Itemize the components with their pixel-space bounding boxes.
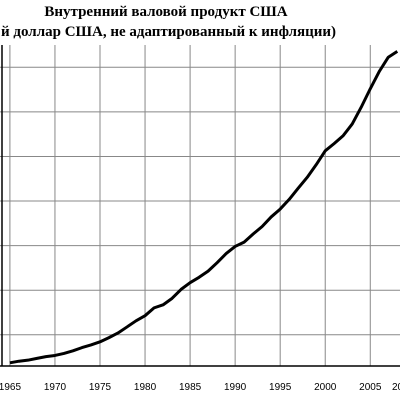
x-tick-label: 2005 xyxy=(359,382,382,393)
x-tick-label: 1980 xyxy=(134,382,157,393)
x-tick-label: 1965 xyxy=(0,382,21,393)
chart-title: Внутренний валовой продукт США xyxy=(44,4,287,20)
x-tick-label: 1990 xyxy=(224,382,247,393)
x-tick-label: 1975 xyxy=(89,382,112,393)
x-tick-label: 20 xyxy=(392,382,400,393)
x-tick-label: 1985 xyxy=(179,382,202,393)
x-tick-label: 2000 xyxy=(314,382,337,393)
x-tick-label: 1970 xyxy=(44,382,67,393)
chart-subtitle: й доллар США, не адаптированный к инфляц… xyxy=(1,24,336,40)
x-tick-label: 1995 xyxy=(269,382,292,393)
data-line xyxy=(9,50,399,365)
